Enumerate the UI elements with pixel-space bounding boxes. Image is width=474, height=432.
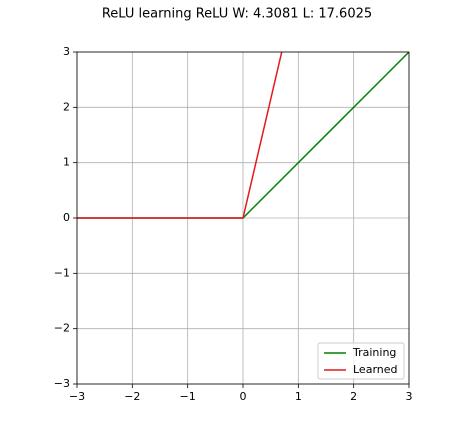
y-tick-label: −1: [54, 266, 70, 279]
y-tick-label: −3: [54, 377, 70, 390]
x-tick-label: 2: [350, 390, 357, 403]
y-tick-label: 3: [63, 45, 70, 58]
x-tick-label: 3: [406, 390, 413, 403]
plot-lines: [77, 52, 409, 219]
x-tick-label: −3: [69, 390, 85, 403]
series-line: [77, 52, 283, 219]
x-tick-label: 1: [295, 390, 302, 403]
y-tick-label: 1: [63, 156, 70, 169]
y-tick-label: 0: [63, 211, 70, 224]
legend-label: Learned: [353, 363, 398, 376]
x-tick-label: −2: [124, 390, 140, 403]
plot-frame: [76, 51, 410, 385]
x-tick-label: −1: [180, 390, 196, 403]
y-tick-label: 2: [63, 100, 70, 113]
x-tick-label: 0: [240, 390, 247, 403]
y-tick-label: −2: [54, 322, 70, 335]
chart-title: ReLU learning ReLU W: 4.3081 L: 17.6025: [102, 7, 372, 22]
legend-label: Training: [352, 346, 396, 359]
